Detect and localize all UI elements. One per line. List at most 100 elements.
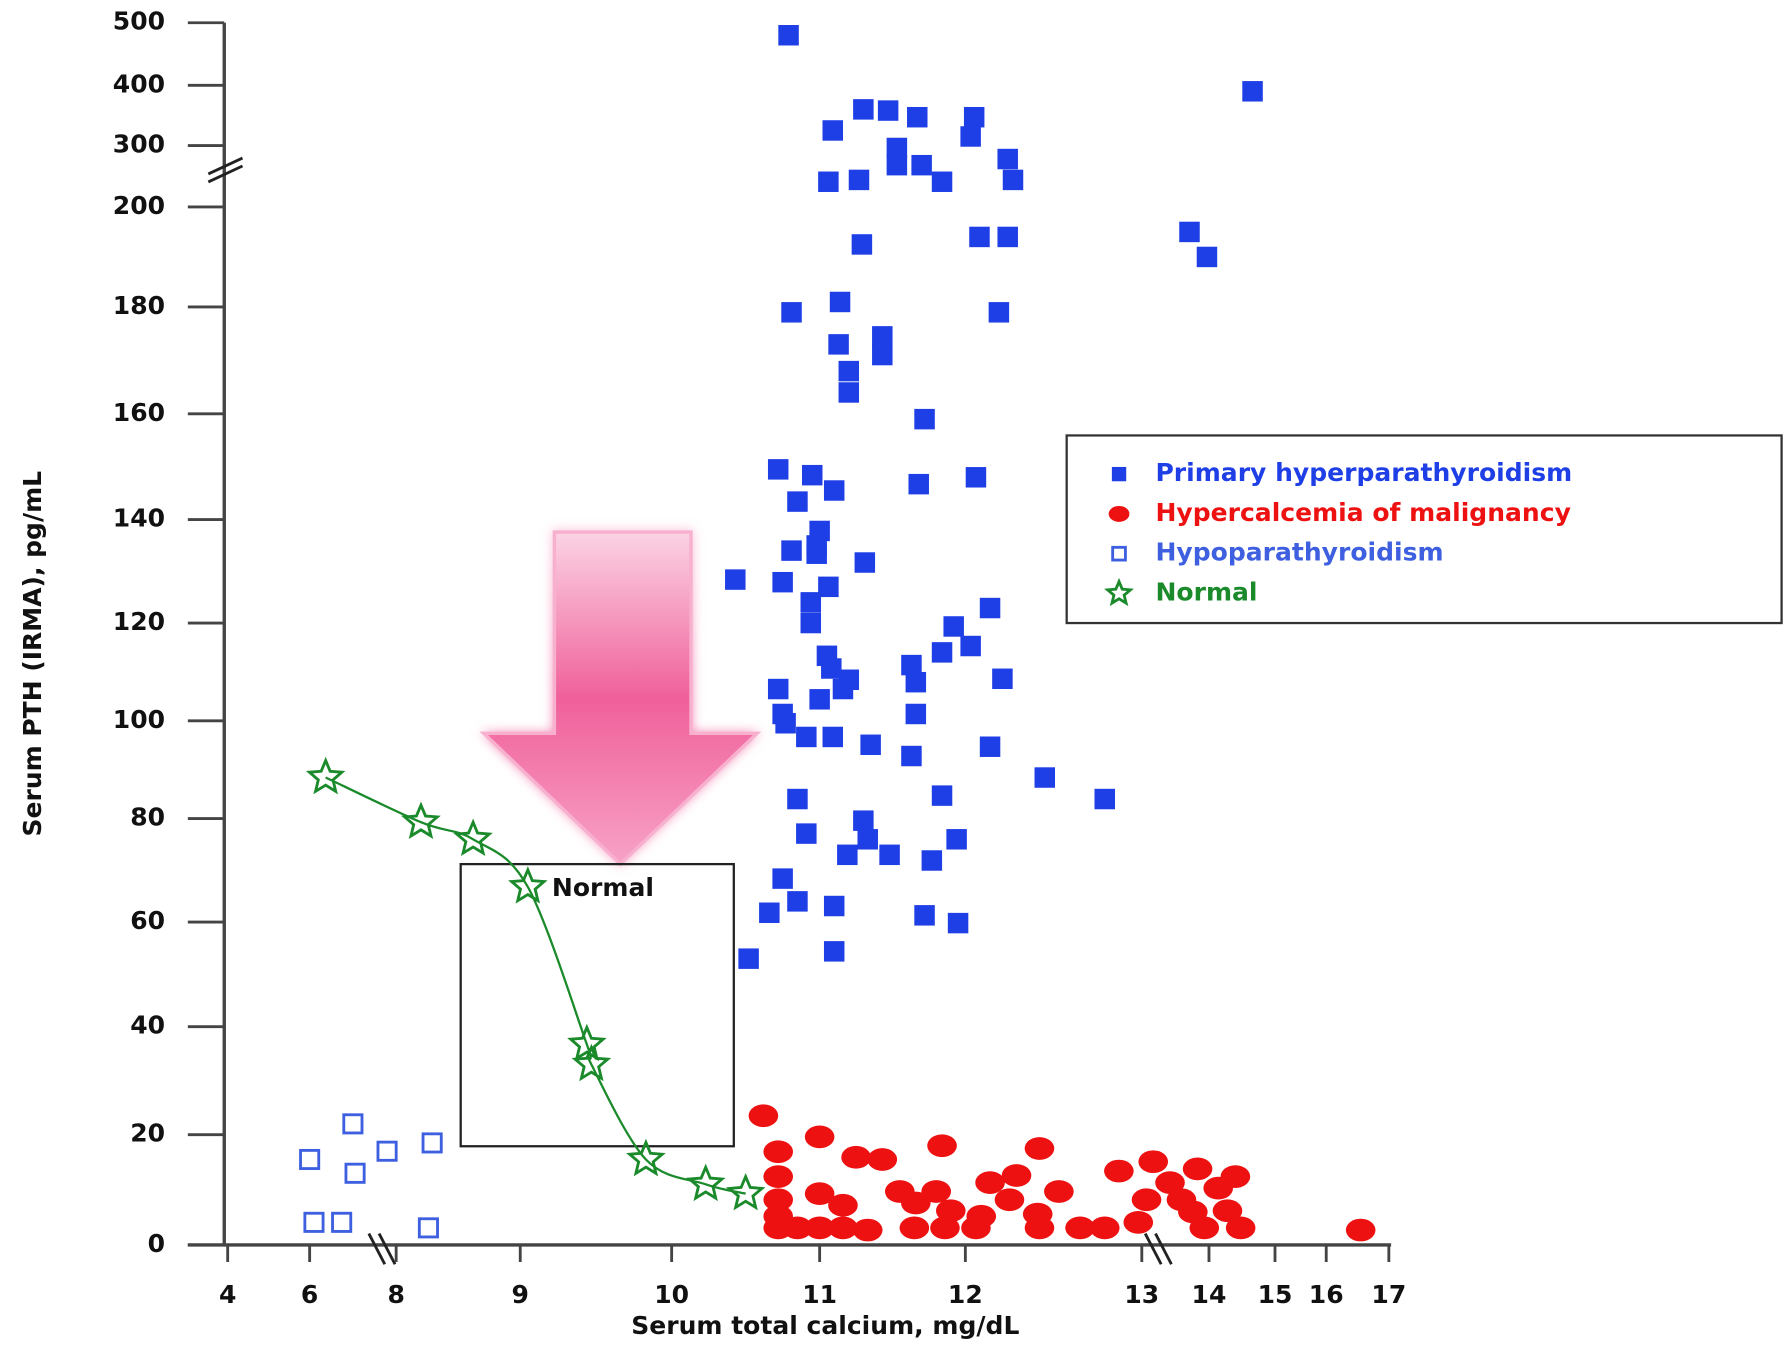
data-point [908,474,928,494]
data-point [946,829,966,849]
data-point [763,1140,793,1163]
data-point [828,334,848,354]
data-point [689,1167,722,1198]
fit-curve [326,778,746,1194]
data-point [960,126,980,146]
y-tick-label: 100 [113,705,165,734]
data-point [809,689,829,709]
data-point [927,1134,957,1157]
x-tick-label: 9 [512,1280,529,1309]
y-tick-label: 400 [113,69,165,98]
x-tick-label: 17 [1371,1280,1406,1309]
data-point [801,592,821,612]
data-point [768,679,788,699]
y-tick-label: 0 [148,1229,165,1258]
data-point [772,572,792,592]
data-point [781,302,801,322]
legend-label: Hypercalcemia of malignancy [1155,498,1570,527]
data-point [980,598,1000,618]
y-tick-label: 140 [113,504,165,533]
data-point [900,1216,930,1239]
data-point [839,382,859,402]
data-point [1183,1157,1213,1180]
data-point [839,361,859,381]
x-tick-label: 15 [1258,1280,1293,1309]
data-point [781,540,801,560]
data-point [824,896,844,916]
legend-label: Primary hyperparathyroidism [1155,458,1572,487]
data-point [419,1219,437,1237]
data-point [932,642,952,662]
data-point [1044,1180,1074,1203]
legend-label: Normal [1155,577,1257,606]
data-point [901,746,921,766]
data-point [887,155,907,175]
legend-label: Hypoparathyroidism [1155,538,1443,567]
data-point [1095,789,1115,809]
y-tick-label: 200 [113,191,165,220]
axes [188,23,1391,1265]
data-point [1123,1211,1153,1234]
data-point [787,491,807,511]
data-point [821,658,841,678]
x-tick-label: 8 [387,1280,404,1309]
data-point [763,1165,793,1188]
data-point [853,99,873,119]
x-tick-label: 6 [301,1280,318,1309]
data-point [787,891,807,911]
data-point [948,913,968,933]
data-point [823,120,843,140]
highlight-arrow [484,532,757,864]
data-point [1221,1165,1251,1188]
x-tick-label: 11 [802,1280,837,1309]
data-point [1179,222,1199,242]
data-point [824,941,844,961]
data-point [1104,1160,1134,1183]
data-point [980,736,1000,756]
data-point [802,465,822,485]
data-point [801,613,821,633]
data-point [907,107,927,127]
y-tick-label: 120 [113,607,165,636]
data-point [966,467,986,487]
data-point [768,459,788,479]
data-point [1189,1216,1219,1239]
data-point [738,948,758,968]
data-point [857,829,877,849]
data-point [346,1164,364,1182]
data-point [749,1104,779,1127]
data-point [906,704,926,724]
data-point [868,1148,898,1171]
data-point [853,1219,883,1242]
data-point [1002,1164,1032,1187]
data-point [975,1171,1005,1194]
y-tick-label: 160 [113,398,165,427]
data-point [852,234,872,254]
data-point [841,1146,871,1169]
data-point [1346,1219,1376,1242]
data-point [1132,1188,1162,1211]
data-point [943,616,963,636]
data-point [778,25,798,45]
y-tick-label: 500 [113,7,165,36]
data-point [921,1180,951,1203]
legend-marker [1112,467,1126,481]
data-point [1003,170,1023,190]
data-point [759,903,779,923]
data-point [796,727,816,747]
data-point [853,810,873,830]
data-point [879,845,899,865]
y-tick-label: 40 [130,1011,165,1040]
data-point [333,1213,351,1231]
y-axis-title: Serum PTH (IRMA), pg/mL [18,471,47,837]
data-point [824,480,844,500]
x-tick-label: 10 [654,1280,689,1309]
data-point [344,1115,362,1133]
data-point [922,850,942,870]
chart: Serum total calcium, mg/dL Serum PTH (IR… [0,0,1785,1345]
data-point [405,805,438,836]
y-tick-label: 80 [130,803,165,832]
x-axis-title: Serum total calcium, mg/dL [631,1311,1019,1340]
data-point [969,227,989,247]
data-point [964,107,984,127]
